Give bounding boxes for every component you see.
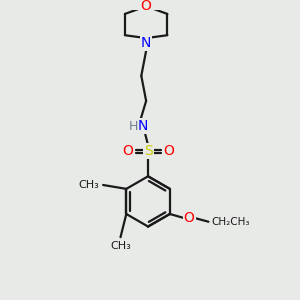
Text: N: N [141, 36, 151, 50]
Text: N: N [138, 119, 148, 133]
Text: O: O [163, 144, 174, 158]
Text: O: O [184, 211, 195, 225]
Text: S: S [144, 144, 152, 158]
Text: O: O [141, 0, 152, 13]
Text: O: O [122, 144, 133, 158]
Text: CH₃: CH₃ [110, 241, 131, 251]
Text: H: H [129, 119, 138, 133]
Text: CH₂CH₃: CH₂CH₃ [212, 217, 250, 227]
Text: CH₃: CH₃ [79, 180, 99, 190]
